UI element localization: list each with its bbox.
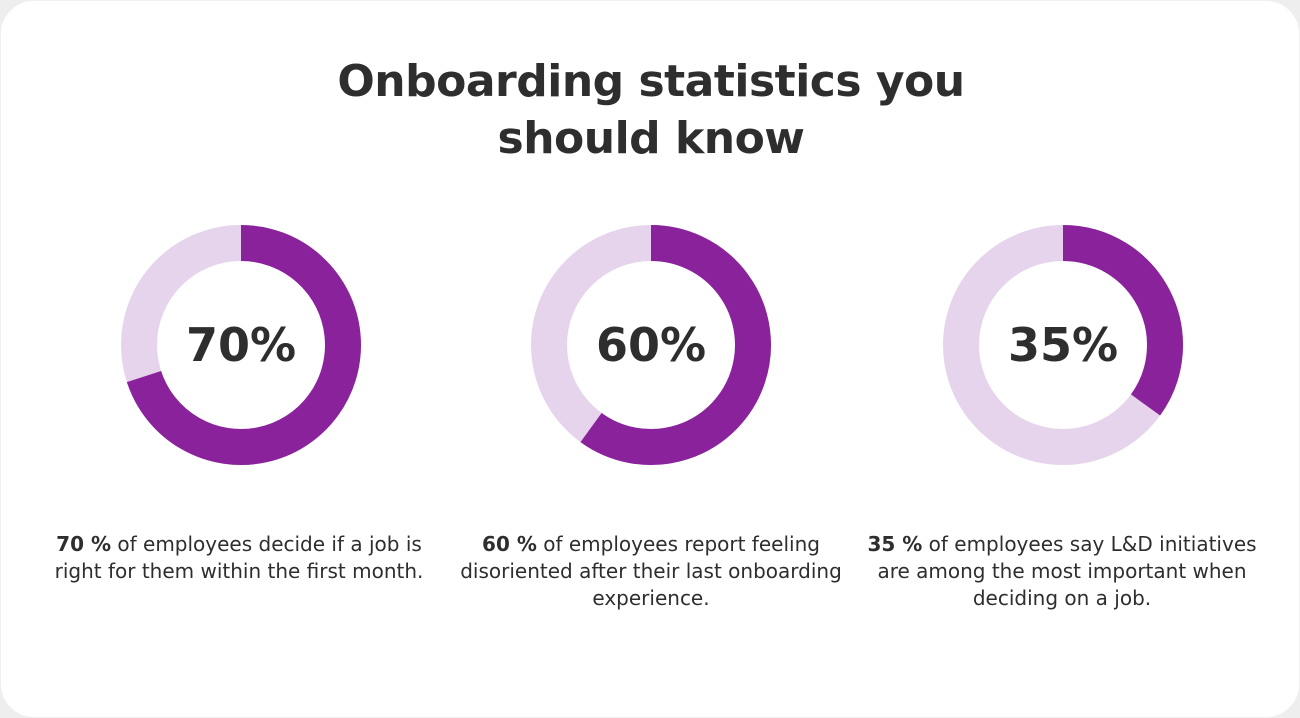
stat-caption-emphasis-2: 60 % [482, 532, 537, 556]
title-line-1: Onboarding statistics you [337, 56, 965, 107]
donut-value-arc-3 [1062, 225, 1183, 416]
stat-caption-emphasis-1: 70 % [56, 532, 112, 556]
donut-value-arc-1 [126, 225, 361, 465]
donut-chart-2: 60% [530, 224, 772, 466]
donut-center-label-2: 60% [595, 318, 707, 372]
stat-caption-text-3: of employees say L&D initiatives are amo… [877, 532, 1257, 610]
stat-caption-text-2: of employees report feeling disoriented … [460, 532, 842, 610]
stat-caption-3: 35 % of employees say L&D initiatives ar… [867, 531, 1257, 612]
donut-svg-2 [531, 225, 771, 466]
donut-chart-1: 70% [120, 224, 362, 466]
donut-svg-1 [121, 225, 361, 466]
stat-caption-1: 70 % of employees decide if a job is rig… [44, 531, 434, 585]
stat-caption-emphasis-3: 35 % [867, 532, 923, 556]
page-title: Onboarding statistics you should know [1, 53, 1300, 167]
donut-svg-3 [943, 225, 1183, 466]
donut-center-label-1: 70% [185, 318, 297, 372]
stat-caption-text-1: of employees decide if a job is right fo… [54, 532, 424, 583]
donut-chart-3: 35% [942, 224, 1184, 466]
donut-value-arc-2 [580, 225, 771, 465]
donut-center-label-3: 35% [1007, 318, 1119, 372]
stat-caption-2: 60 % of employees report feeling disorie… [456, 531, 846, 612]
title-line-2: should know [497, 113, 805, 164]
